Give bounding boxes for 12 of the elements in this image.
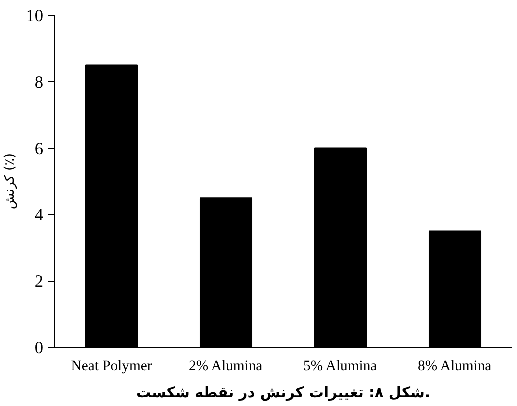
y-tick-label: 10 xyxy=(26,6,44,26)
y-axis-title: کرنش (٪) xyxy=(3,153,18,210)
x-tick-label: 2% Alumina xyxy=(189,358,264,374)
text: شکل ۸: تغییرات کرنش در نقطه شکست. xyxy=(136,384,431,402)
y-tick-label: 4 xyxy=(34,206,44,225)
y-tick-label: 0 xyxy=(34,338,44,358)
x-tick-label: 8% Alumina xyxy=(418,358,492,374)
y-tick-label: 2 xyxy=(34,272,44,292)
x-tick-label: 5% Alumina xyxy=(304,358,378,374)
y-tick-label: 8 xyxy=(34,72,44,92)
x-tick-label: Neat Polymer xyxy=(71,358,152,374)
y-tick-label: 6 xyxy=(34,139,44,158)
